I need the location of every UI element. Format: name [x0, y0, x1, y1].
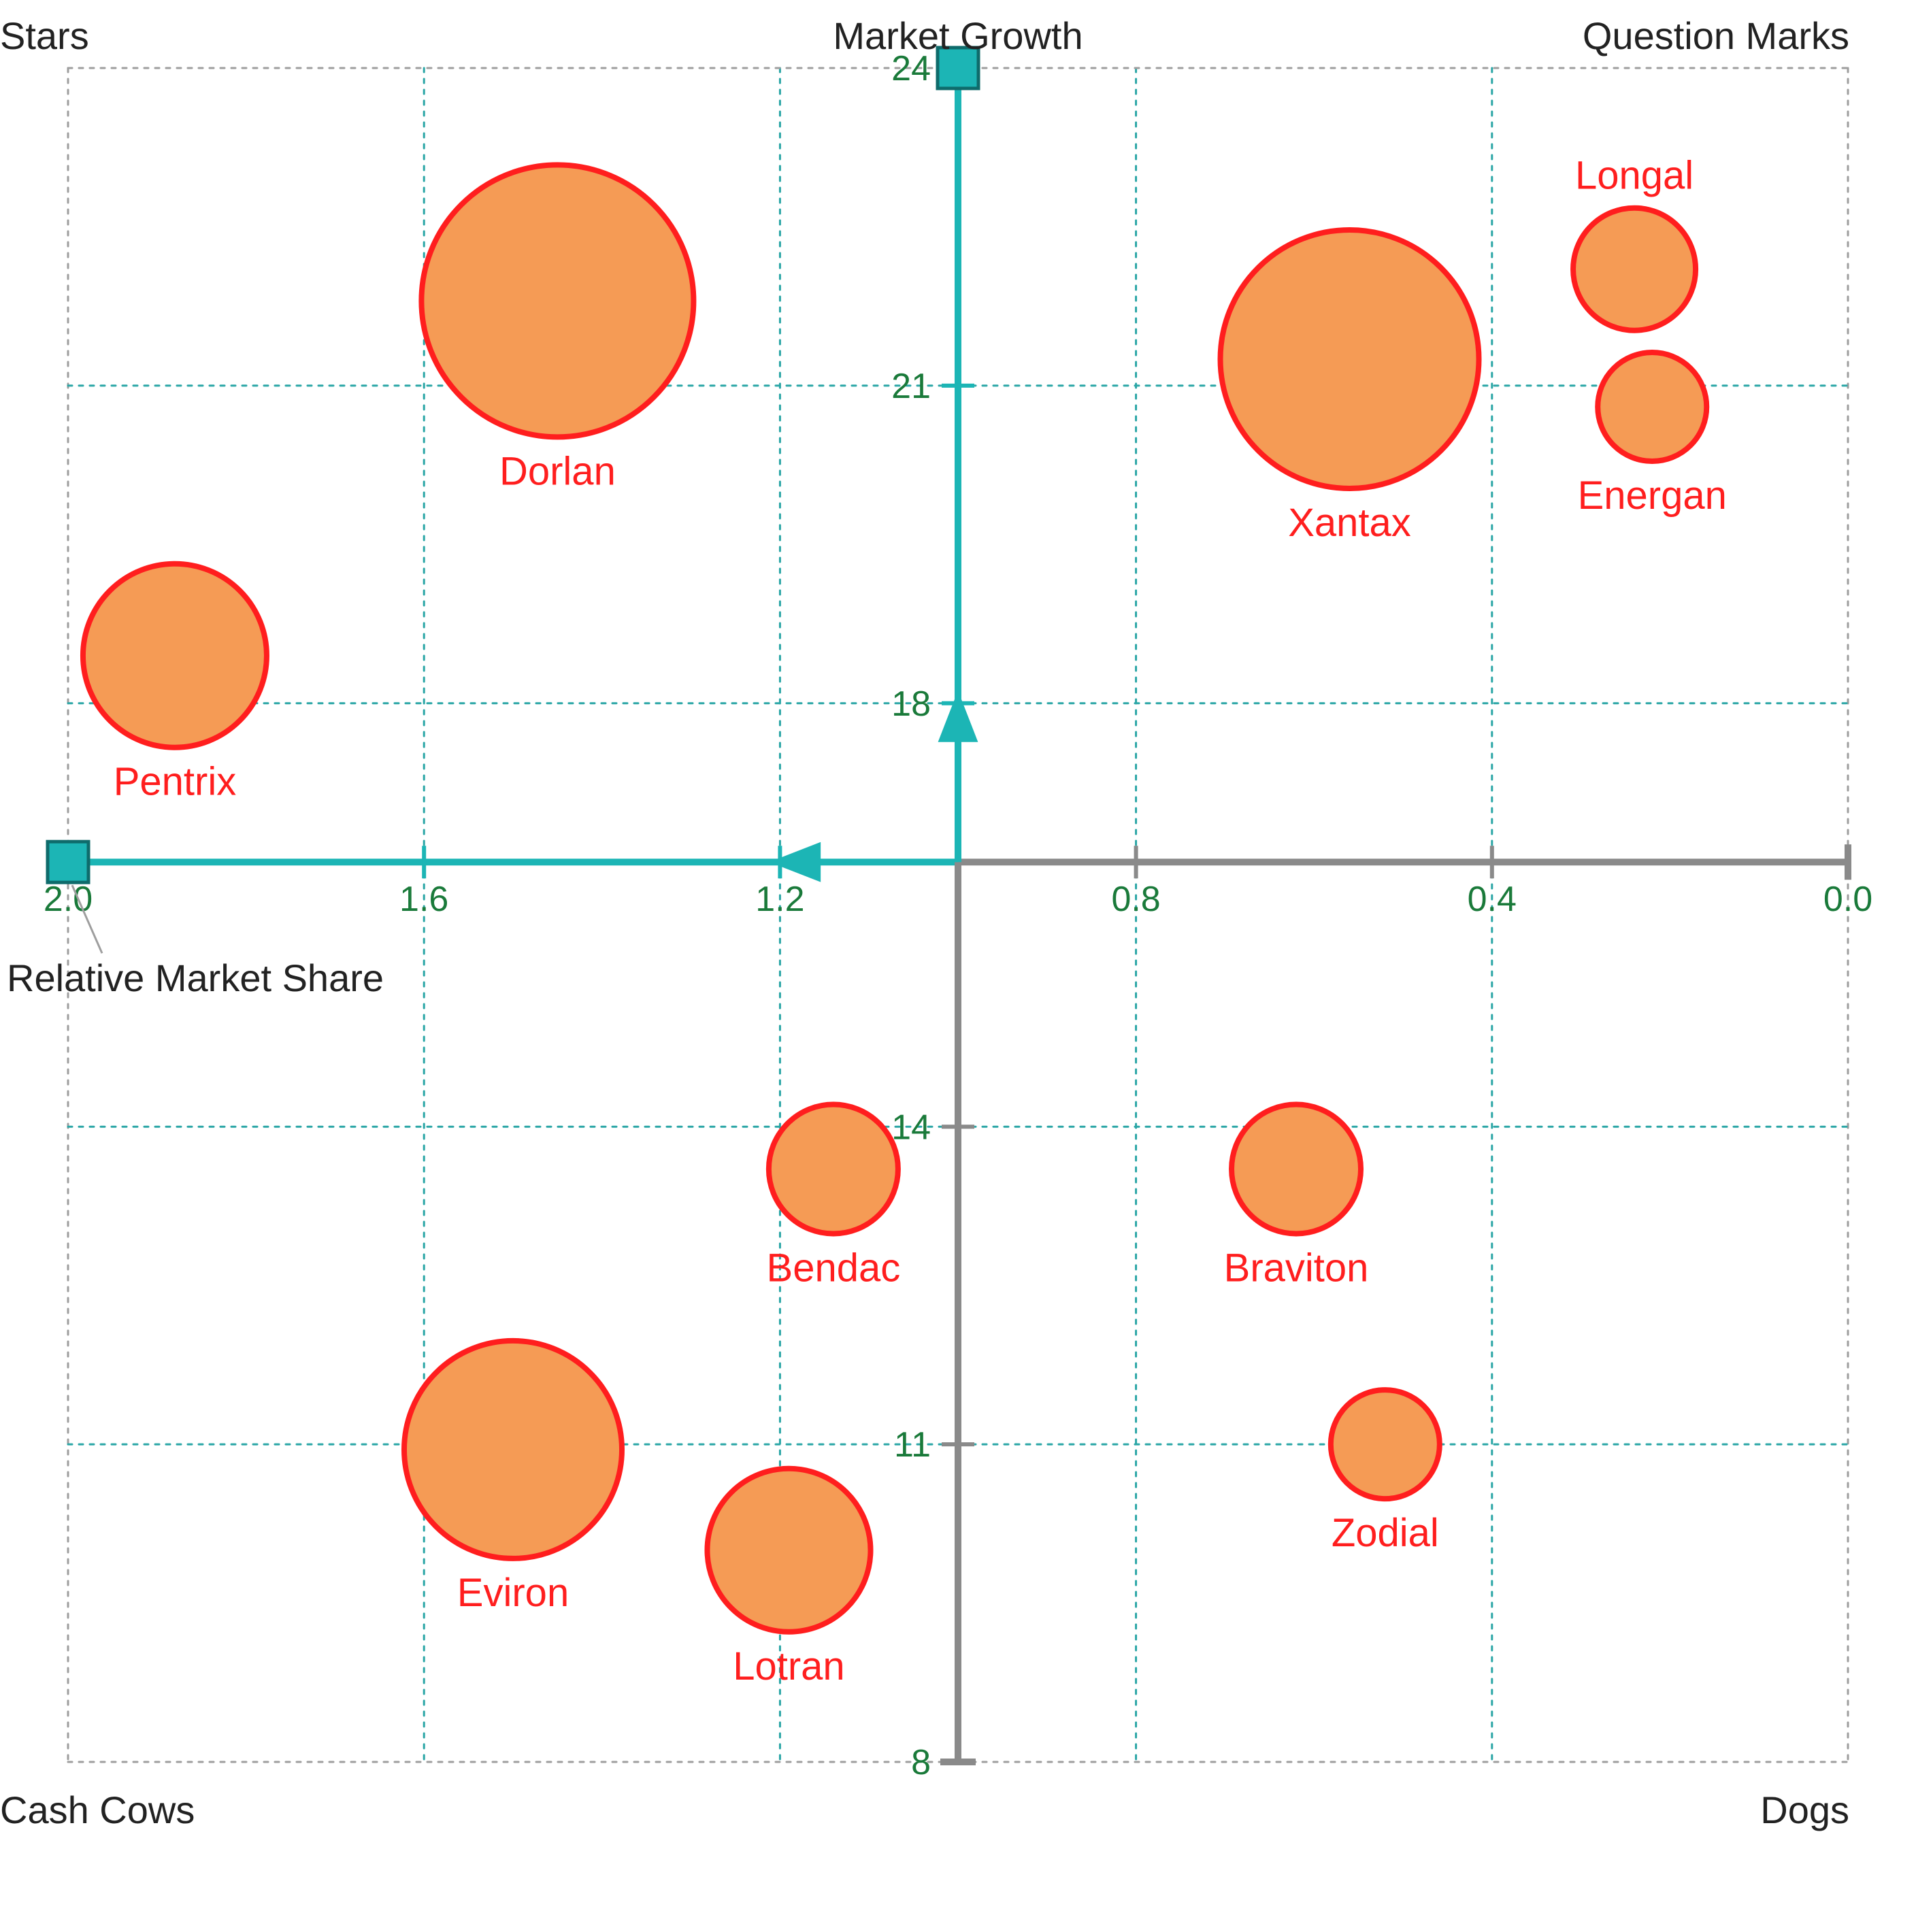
bubble-energan[interactable]: [1598, 352, 1706, 461]
y-tick-label: 8: [911, 1743, 931, 1782]
x-tick-label: 1.2: [755, 880, 804, 919]
bubble-label: Energan: [1578, 473, 1727, 518]
bubble-label: Zodial: [1332, 1511, 1439, 1555]
bubble-label: Dorlan: [499, 449, 616, 493]
bubble-zodial[interactable]: [1331, 1390, 1440, 1499]
bubble-pentrix[interactable]: [83, 564, 267, 748]
x-tick-label: 0.4: [1468, 880, 1517, 919]
x-tick-label: 0.0: [1823, 880, 1872, 919]
bubble-label: Pentrix: [114, 760, 237, 804]
y-tick-label: 18: [891, 684, 931, 724]
bubble-dorlan[interactable]: [421, 165, 693, 437]
bubble-lotran[interactable]: [707, 1469, 870, 1632]
x-tick-label: 1.6: [399, 880, 448, 919]
bcg-matrix-chart: 2.01.61.20.80.40.024211814118Market Grow…: [0, 0, 1916, 1932]
quadrant-label-cash-cows: Cash Cows: [0, 1788, 195, 1831]
y-tick-label: 14: [891, 1107, 931, 1147]
bubble-label: Braviton: [1224, 1246, 1369, 1290]
bubble-label: Longal: [1575, 154, 1694, 198]
quadrant-label-dogs: Dogs: [1760, 1788, 1849, 1831]
bubble-label: Bendac: [767, 1246, 901, 1290]
bubble-label: Eviron: [457, 1571, 569, 1615]
y-tick-label: 21: [891, 367, 931, 406]
quadrant-label-stars: Stars: [0, 14, 89, 57]
quadrant-label-question-marks: Question Marks: [1583, 14, 1849, 57]
bubble-longal[interactable]: [1573, 208, 1696, 331]
bubble-label: Xantax: [1288, 501, 1411, 545]
bubble-braviton[interactable]: [1232, 1105, 1361, 1234]
x-tick-label: 0.8: [1111, 880, 1160, 919]
bubble-bendac[interactable]: [769, 1105, 898, 1234]
y-axis-title: Market Growth: [833, 14, 1083, 57]
bubble-eviron[interactable]: [404, 1341, 622, 1559]
y-tick-label: 11: [894, 1425, 931, 1465]
bubble-xantax[interactable]: [1221, 230, 1479, 488]
x-axis-title: Relative Market Share: [7, 956, 384, 999]
bubble-label: Lotran: [733, 1644, 844, 1688]
